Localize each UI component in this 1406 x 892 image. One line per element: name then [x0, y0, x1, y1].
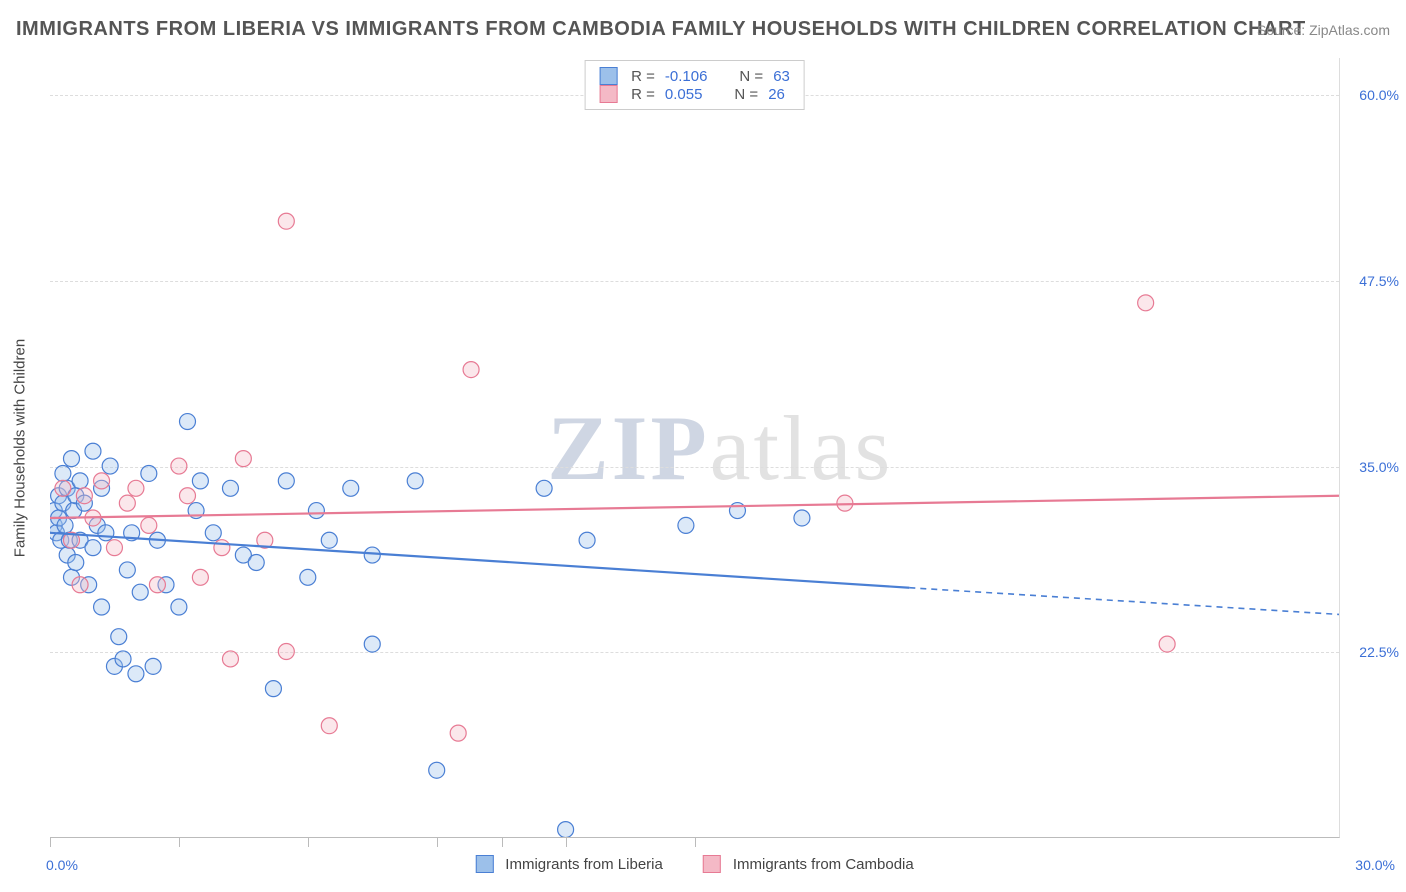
- x-axis-min-label: 0.0%: [46, 857, 78, 873]
- n-label-a: N =: [739, 68, 763, 85]
- legend-label-b: Immigrants from Cambodia: [733, 856, 914, 873]
- r-label-a: R =: [631, 68, 655, 85]
- legend-item-a: Immigrants from Liberia: [475, 855, 663, 873]
- r-value-a: -0.106: [665, 68, 708, 85]
- n-value-b: 26: [768, 86, 785, 103]
- legend-item-b: Immigrants from Cambodia: [703, 855, 914, 873]
- y-tick-label: 35.0%: [1344, 459, 1399, 475]
- y-tick-label: 60.0%: [1344, 87, 1399, 103]
- y-tick-label: 22.5%: [1344, 644, 1399, 660]
- plot-area: ZIPatlas Family Households with Children…: [50, 58, 1340, 838]
- scatter-svg: [50, 58, 1339, 837]
- swatch-series-b: [599, 85, 617, 103]
- y-axis-title: Family Households with Children: [12, 338, 29, 556]
- n-value-a: 63: [773, 68, 790, 85]
- chart-container: IMMIGRANTS FROM LIBERIA VS IMMIGRANTS FR…: [0, 0, 1406, 892]
- legend-stats-row-b: R = 0.055 N = 26: [599, 85, 790, 103]
- legend-label-a: Immigrants from Liberia: [505, 856, 663, 873]
- n-label-b: N =: [734, 86, 758, 103]
- r-label-b: R =: [631, 86, 655, 103]
- legend-stats: R = -0.106 N = 63 R = 0.055 N = 26: [584, 60, 805, 110]
- r-value-b: 0.055: [665, 86, 703, 103]
- legend-series: Immigrants from Liberia Immigrants from …: [475, 855, 913, 873]
- swatch-series-b-icon: [703, 855, 721, 873]
- swatch-series-a: [599, 67, 617, 85]
- chart-title: IMMIGRANTS FROM LIBERIA VS IMMIGRANTS FR…: [16, 18, 1306, 41]
- y-tick-label: 47.5%: [1344, 273, 1399, 289]
- x-axis-max-label: 30.0%: [1355, 857, 1395, 873]
- swatch-series-a-icon: [475, 855, 493, 873]
- legend-stats-row-a: R = -0.106 N = 63: [599, 67, 790, 85]
- source-label: Source: ZipAtlas.com: [1257, 22, 1390, 38]
